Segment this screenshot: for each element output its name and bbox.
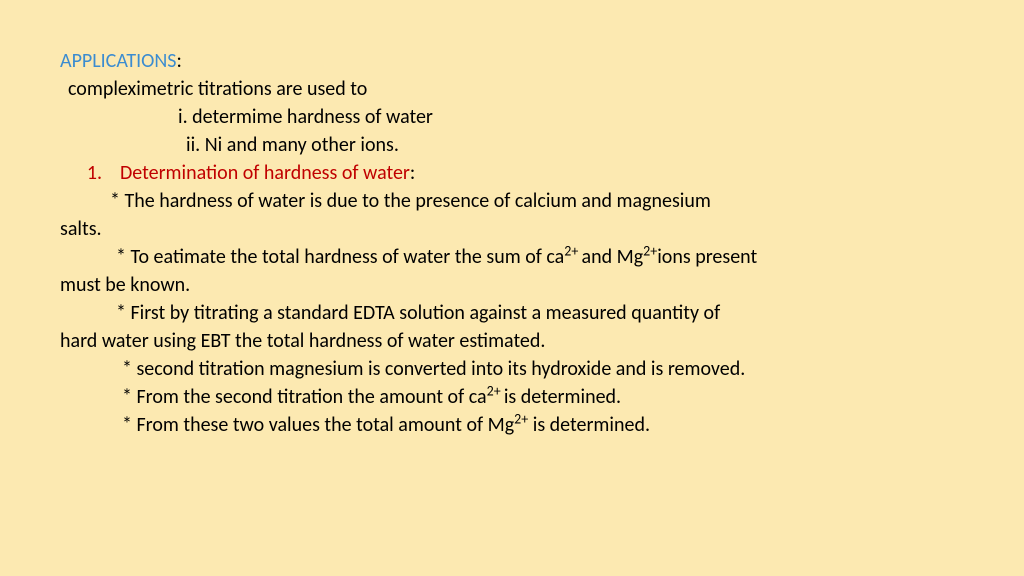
intro-text: compleximetric titrations are used to — [60, 76, 964, 102]
sub-item-i: i. determime hardness of water — [60, 104, 964, 130]
sup-ca2plus-2: 2+ — [487, 382, 504, 399]
sup-mg2plus-2: 2+ — [514, 410, 528, 427]
bullet-5-pre: * From the second titration the amount o… — [122, 385, 487, 409]
section-title: Determination of hardness of water — [120, 161, 410, 185]
bullet-3-text: * First by titrating a standard EDTA sol… — [116, 301, 720, 325]
sub-item-ii: ii. Ni and many other ions. — [60, 132, 964, 158]
bullet-5: * From the second titration the amount o… — [60, 384, 964, 410]
bullet-1-text: * The hardness of water is due to the pr… — [110, 189, 711, 213]
title-colon: : — [176, 49, 181, 73]
bullet-4: * second titration magnesium is converte… — [60, 356, 964, 382]
bullet-1-cont: salts. — [60, 216, 964, 242]
bullet-6: * From these two values the total amount… — [60, 412, 964, 438]
bullet-6-post: is determined. — [528, 413, 650, 437]
bullet-2-post: ions present — [657, 245, 757, 269]
bullet-5-post: is determined. — [504, 385, 621, 409]
bullet-2-mid: and Mg — [582, 245, 644, 269]
bullet-6-pre: * From these two values the total amount… — [122, 413, 514, 437]
section-colon: : — [410, 161, 415, 185]
title-line: APPLICATIONS: — [60, 48, 964, 74]
bullet-2-pre: * To eatimate the total hardness of wate… — [116, 245, 564, 269]
bullet-3: * First by titrating a standard EDTA sol… — [60, 300, 964, 326]
bullet-1: * The hardness of water is due to the pr… — [60, 188, 964, 214]
section-1-heading: 1. Determination of hardness of water: — [60, 160, 964, 186]
bullet-3-cont: hard water using EBT the total hardness … — [60, 328, 964, 354]
sup-mg2plus-1: 2+ — [643, 242, 657, 259]
bullet-2-cont: must be known. — [60, 272, 964, 298]
section-number: 1. — [60, 160, 102, 186]
applications-title: APPLICATIONS — [60, 49, 176, 73]
sup-ca2plus-1: 2+ — [564, 242, 581, 259]
bullet-2: * To eatimate the total hardness of wate… — [60, 244, 964, 270]
bullet-4-text: * second titration magnesium is converte… — [122, 357, 745, 381]
